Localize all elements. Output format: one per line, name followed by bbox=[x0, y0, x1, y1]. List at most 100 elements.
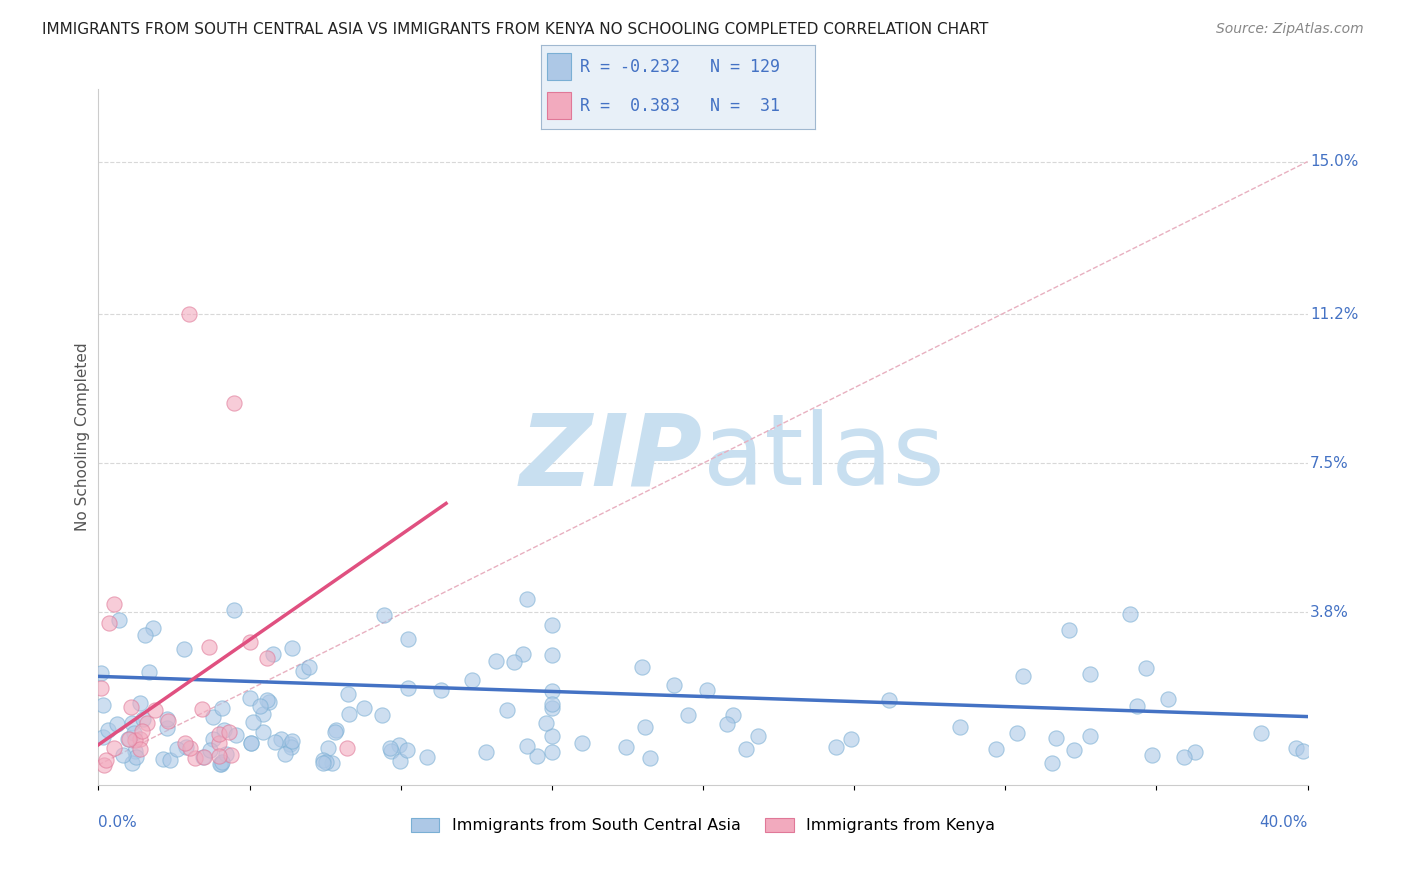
Point bbox=[337, 687, 360, 701]
Point bbox=[336, 740, 359, 755]
Point bbox=[1184, 745, 1206, 759]
Point bbox=[90, 665, 112, 680]
Y-axis label: No Schooling Completed: No Schooling Completed bbox=[75, 343, 90, 532]
Point bbox=[198, 640, 221, 655]
Point bbox=[256, 693, 278, 707]
Point bbox=[371, 707, 394, 722]
Point bbox=[1157, 691, 1180, 706]
Point bbox=[93, 698, 115, 712]
Point bbox=[1250, 725, 1272, 739]
Point bbox=[1291, 744, 1313, 758]
Legend: Immigrants from South Central Asia, Immigrants from Kenya: Immigrants from South Central Asia, Immi… bbox=[404, 811, 1002, 839]
Point bbox=[614, 740, 637, 755]
Point bbox=[124, 733, 146, 747]
Point bbox=[256, 651, 278, 665]
Point bbox=[735, 742, 758, 756]
Text: 7.5%: 7.5% bbox=[1310, 456, 1348, 471]
Point bbox=[1078, 666, 1101, 681]
Point bbox=[198, 743, 221, 757]
Point bbox=[662, 678, 685, 692]
Point bbox=[839, 731, 862, 746]
Point bbox=[145, 702, 167, 716]
Text: R =  0.383   N =  31: R = 0.383 N = 31 bbox=[579, 96, 780, 114]
Point bbox=[166, 742, 188, 756]
Point bbox=[1285, 740, 1308, 755]
Point bbox=[98, 616, 121, 631]
Point bbox=[747, 729, 769, 743]
Point bbox=[105, 717, 128, 731]
Point bbox=[373, 608, 395, 623]
Point bbox=[138, 665, 160, 679]
Point bbox=[208, 748, 231, 763]
Point bbox=[219, 747, 242, 762]
Point bbox=[540, 746, 562, 760]
Point bbox=[638, 751, 661, 765]
Point bbox=[526, 749, 548, 764]
Point bbox=[93, 757, 115, 772]
Bar bbox=[547, 54, 571, 80]
Point bbox=[201, 731, 224, 746]
Point bbox=[312, 756, 335, 770]
Point bbox=[415, 750, 437, 764]
Text: IMMIGRANTS FROM SOUTH CENTRAL ASIA VS IMMIGRANTS FROM KENYA NO SCHOOLING COMPLET: IMMIGRANTS FROM SOUTH CENTRAL ASIA VS IM… bbox=[42, 22, 988, 37]
Point bbox=[91, 730, 114, 744]
Point bbox=[252, 706, 274, 721]
Point bbox=[120, 700, 142, 714]
Point bbox=[191, 702, 214, 716]
Point bbox=[1040, 756, 1063, 770]
Text: ZIP: ZIP bbox=[520, 409, 703, 507]
Point bbox=[225, 728, 247, 742]
Point bbox=[103, 597, 125, 611]
Point bbox=[218, 725, 240, 739]
Point bbox=[242, 715, 264, 730]
Text: Source: ZipAtlas.com: Source: ZipAtlas.com bbox=[1216, 22, 1364, 37]
Point bbox=[97, 723, 120, 738]
Point bbox=[211, 756, 233, 770]
Point bbox=[721, 708, 744, 723]
Point bbox=[877, 692, 900, 706]
Point bbox=[540, 729, 562, 743]
Point bbox=[209, 756, 232, 771]
Point bbox=[1005, 725, 1028, 739]
Point bbox=[263, 735, 285, 749]
Point bbox=[512, 647, 534, 661]
Text: 3.8%: 3.8% bbox=[1310, 605, 1348, 620]
Point bbox=[193, 750, 215, 764]
Point bbox=[321, 756, 343, 770]
Point bbox=[534, 716, 557, 731]
Point bbox=[135, 715, 157, 730]
Point bbox=[128, 742, 150, 756]
Point bbox=[201, 710, 224, 724]
Point bbox=[156, 712, 179, 726]
Point bbox=[1059, 624, 1081, 638]
Point bbox=[430, 682, 453, 697]
Point bbox=[222, 603, 245, 617]
Point bbox=[117, 732, 139, 747]
Point bbox=[378, 741, 401, 756]
Point bbox=[1173, 749, 1195, 764]
Point bbox=[676, 708, 699, 723]
Text: 40.0%: 40.0% bbox=[1260, 814, 1308, 830]
Point bbox=[325, 723, 347, 737]
Point bbox=[1012, 669, 1035, 683]
Point bbox=[125, 749, 148, 764]
Point bbox=[108, 613, 131, 627]
Point bbox=[540, 648, 562, 662]
Point bbox=[1063, 742, 1085, 756]
Text: R = -0.232   N = 129: R = -0.232 N = 129 bbox=[579, 58, 780, 76]
Point bbox=[134, 628, 156, 642]
Point bbox=[239, 736, 262, 750]
Point bbox=[396, 742, 419, 756]
Point bbox=[1045, 731, 1067, 745]
Point bbox=[131, 723, 153, 738]
Point bbox=[292, 664, 315, 678]
Point bbox=[949, 721, 972, 735]
Point bbox=[298, 660, 321, 674]
Point bbox=[252, 724, 274, 739]
Point bbox=[496, 702, 519, 716]
Point bbox=[323, 725, 346, 739]
Point bbox=[540, 697, 562, 711]
Point bbox=[257, 695, 280, 709]
Point bbox=[212, 723, 235, 737]
Point bbox=[825, 740, 848, 755]
